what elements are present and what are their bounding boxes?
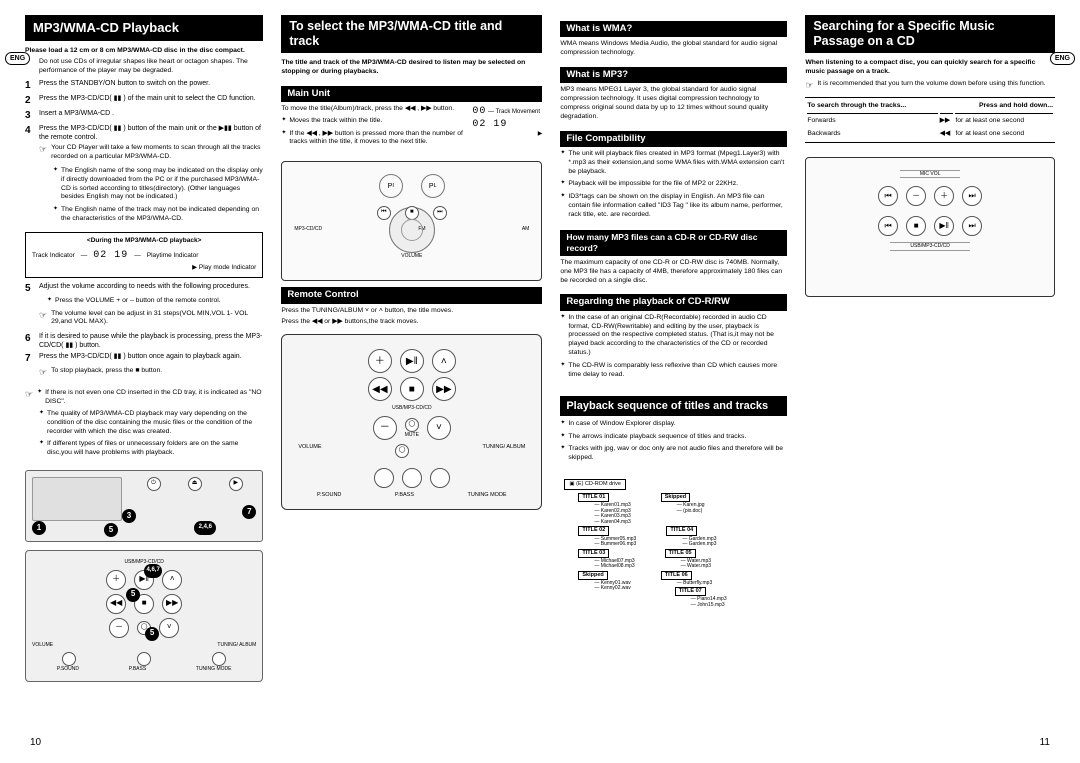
pbass-dial: PL <box>421 174 445 198</box>
minus-button: － <box>109 618 129 638</box>
display-indicator-box: <During the MP3/WMA-CD playback> Track I… <box>25 232 263 278</box>
remote-diagram-large: ＋ ▶‖ ˄ ◀◀ ■ ▶▶ USB/MP3-CD/CD － ◯ MUTE ˅ … <box>281 334 542 510</box>
stop-button: ■ <box>400 377 424 401</box>
next-button: ▶▶ <box>432 377 456 401</box>
prev-button: ◀◀ <box>106 594 126 614</box>
subhead-mp3: What is MP3? <box>560 67 787 83</box>
skip-back-button: ⏮ <box>878 216 898 236</box>
rew-button: ⏮ <box>878 186 898 206</box>
play-button: ▶ <box>229 477 243 491</box>
subhead-sequence: Playback sequence of titles and tracks <box>560 396 787 416</box>
page-number-left: 10 <box>30 736 41 749</box>
column-info: What is WMA? WMA means Windows Media Aud… <box>560 15 787 748</box>
plus-button: ＋ <box>368 349 392 373</box>
next-button: ▶▶ <box>162 594 182 614</box>
play-pause-button: ▶‖ <box>400 349 424 373</box>
stop-button: ■ <box>906 216 926 236</box>
intro-text: Please load a 12 cm or 8 cm MP3/WMA-CD d… <box>25 47 263 56</box>
heading-search: Searching for a Specific Music Passage o… <box>805 15 1055 53</box>
search-table: To search through the tracks...Press and… <box>805 97 1055 142</box>
vol-down-button: － <box>906 186 926 206</box>
ff-button: ⏭ <box>962 186 982 206</box>
page-number-right: 11 <box>1040 736 1050 749</box>
prev-button: ◀◀ <box>368 377 392 401</box>
rew-icon: ⏮ <box>377 206 391 220</box>
eject-button: ⏏ <box>188 477 202 491</box>
heading-select: To select the MP3/WMA-CD title and track <box>281 15 542 53</box>
lang-badge-right: ENG <box>1050 52 1075 65</box>
subhead-howmany: How many MP3 files can a CD-R or CD-RW d… <box>560 230 787 256</box>
skip-fwd-button: ⏭ <box>962 216 982 236</box>
mute-button: ◯ <box>405 418 419 432</box>
minus-button: － <box>373 416 397 440</box>
heading-playback: MP3/WMA-CD Playback <box>25 15 263 41</box>
step-list: 1Press the STANDBY/ON button to switch o… <box>25 79 263 144</box>
ff-icon: ⏭ <box>433 206 447 220</box>
down-button: ˅ <box>427 416 451 440</box>
tuning-button: ◯ <box>395 444 409 458</box>
up-button: ˄ <box>432 349 456 373</box>
psound-button <box>374 468 394 488</box>
pbass-button <box>402 468 422 488</box>
vol-up-button: ＋ <box>934 186 954 206</box>
column-search: Searching for a Specific Music Passage o… <box>805 15 1055 748</box>
subhead-filecompat: File Compatibility <box>560 131 787 147</box>
remote-search-panel: MIC VOL ⏮ － ＋ ⏭ ⏮ ■ ▶‖ ⏭ USB/MP3-CD/CD <box>805 157 1055 297</box>
intro-note: Do not use CDs of irregular shapes like … <box>39 58 263 76</box>
main-unit-panel: PI PL ⏮ ■ ⏭ MP3-CD/CDFMAM VOLUME <box>281 161 542 281</box>
subhead-main-unit: Main Unit <box>281 86 542 102</box>
subhead-wma: What is WMA? <box>560 21 787 37</box>
file-tree: ▣ (E) CD-ROM drive TITLE 01— Karen01.mp3… <box>560 475 787 612</box>
remote-diagram-small: USB/MP3-CD/CD ＋ ▶‖4,6,7 ˄ ◀◀ ■5 ▶▶ － ◯5 … <box>25 550 263 682</box>
column-select-title: To select the MP3/WMA-CD title and track… <box>281 15 542 748</box>
lang-badge-left: ENG <box>5 52 30 65</box>
plus-button: ＋ <box>106 570 126 590</box>
column-playback: MP3/WMA-CD Playback Please load a 12 cm … <box>25 15 263 748</box>
psound-dial: PI <box>379 174 403 198</box>
subhead-remote: Remote Control <box>281 287 542 303</box>
up-button: ˄ <box>162 570 182 590</box>
play-pause-button: ▶‖ <box>934 216 954 236</box>
power-button: ⏻ <box>147 477 161 491</box>
main-unit-diagram: ⏻ ⏏ ▶ 1 3 5 2,4,6 7 <box>25 470 263 542</box>
down-button: ˅ <box>159 618 179 638</box>
tuning-mode-button <box>430 468 450 488</box>
subhead-regarding: Regarding the playback of CD-R/RW <box>560 294 787 310</box>
